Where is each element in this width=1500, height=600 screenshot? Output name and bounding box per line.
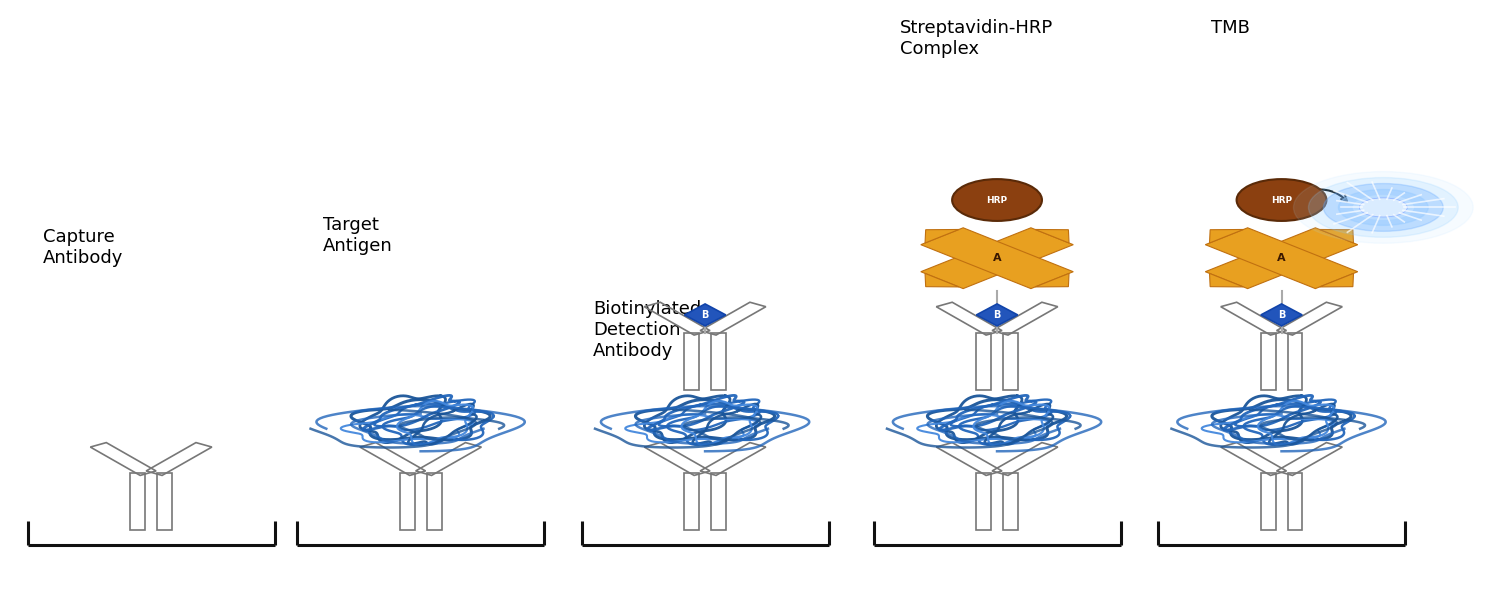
Text: Streptavidin-HRP
Complex: Streptavidin-HRP Complex — [900, 19, 1053, 58]
Bar — [1287, 473, 1302, 530]
Polygon shape — [926, 274, 958, 287]
Bar — [1260, 333, 1275, 389]
Polygon shape — [921, 228, 1074, 289]
Text: A: A — [1276, 253, 1286, 263]
Polygon shape — [976, 304, 1017, 326]
Circle shape — [1293, 172, 1473, 243]
Bar — [158, 473, 172, 530]
Bar — [976, 473, 992, 530]
Text: HRP: HRP — [987, 196, 1008, 205]
Polygon shape — [1262, 304, 1302, 326]
Bar — [1004, 473, 1019, 530]
Bar — [399, 473, 414, 530]
Text: Capture
Antibody: Capture Antibody — [44, 229, 123, 267]
Circle shape — [1338, 190, 1428, 226]
Text: B: B — [1278, 310, 1286, 320]
Text: TMB: TMB — [1210, 19, 1249, 37]
Bar — [1287, 333, 1302, 389]
Bar — [976, 333, 992, 389]
Circle shape — [1359, 198, 1407, 217]
Circle shape — [1308, 178, 1458, 237]
Circle shape — [1323, 184, 1443, 232]
Text: Biotinylated
Detection
Antibody: Biotinylated Detection Antibody — [592, 300, 700, 359]
Bar — [711, 473, 726, 530]
Bar — [426, 473, 441, 530]
Polygon shape — [1209, 274, 1243, 287]
Ellipse shape — [1236, 179, 1326, 221]
Polygon shape — [921, 228, 1074, 289]
Polygon shape — [1035, 274, 1070, 287]
Text: A: A — [993, 253, 1002, 263]
Text: Target
Antigen: Target Antigen — [324, 217, 393, 255]
Text: HRP: HRP — [1270, 196, 1292, 205]
Polygon shape — [1206, 228, 1358, 289]
Bar — [684, 473, 699, 530]
Text: B: B — [702, 310, 708, 320]
Text: B: B — [993, 310, 1000, 320]
Polygon shape — [1320, 274, 1353, 287]
Polygon shape — [684, 304, 726, 326]
Ellipse shape — [952, 179, 1042, 221]
Polygon shape — [926, 229, 958, 243]
Circle shape — [1353, 196, 1413, 220]
Bar — [684, 333, 699, 389]
Polygon shape — [1320, 229, 1353, 243]
Polygon shape — [1035, 229, 1070, 243]
Bar — [1260, 473, 1275, 530]
Bar — [130, 473, 146, 530]
Bar — [711, 333, 726, 389]
Polygon shape — [1209, 229, 1243, 243]
Polygon shape — [1206, 228, 1358, 289]
Bar — [1004, 333, 1019, 389]
